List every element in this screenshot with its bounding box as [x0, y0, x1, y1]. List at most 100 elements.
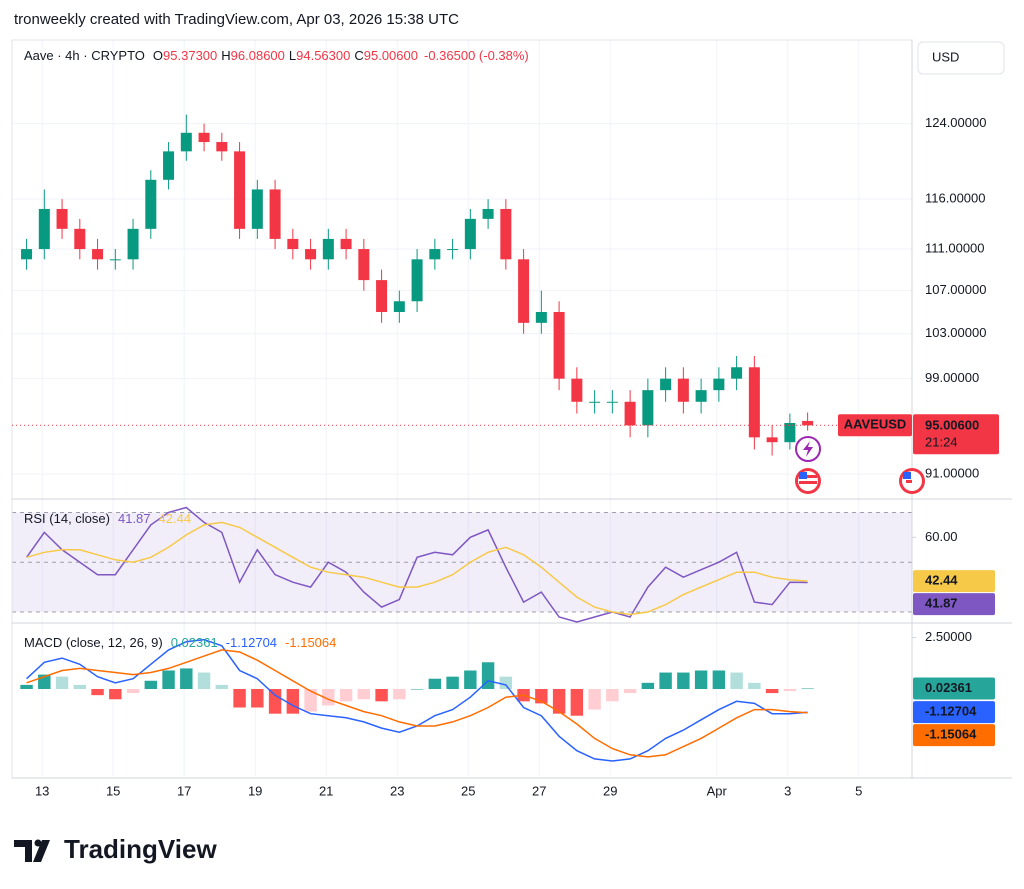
histogram-bar: [481, 662, 495, 689]
candle-body: [74, 228, 86, 250]
candle-body: [411, 259, 423, 302]
candle-body: [198, 132, 210, 143]
price-legend: Aave · 4h · CRYPTO O95.37300 H96.08600 L94.…: [24, 48, 529, 63]
x-tick-label: 13: [35, 783, 49, 798]
y-tick-label: 99.00000: [925, 370, 979, 385]
x-tick-label: 15: [106, 783, 120, 798]
candle-body: [92, 249, 104, 260]
rsi-value: 41.87: [118, 511, 151, 526]
currency[interactable]: USD: [932, 49, 959, 64]
event-icon: [795, 436, 821, 462]
histogram-bar: [286, 688, 300, 714]
candle-body: [784, 422, 796, 443]
header: tronweekly created with TradingView.com,…: [14, 11, 459, 28]
histogram-bar: [783, 688, 797, 692]
y-tick-label: 60.00: [925, 529, 958, 544]
y-tick-label: 2.50000: [925, 629, 972, 644]
candle-body: [571, 378, 583, 402]
histogram-bar: [446, 676, 459, 689]
value-tag-text: -1.15064: [925, 727, 977, 742]
price-tag: [913, 414, 999, 455]
candle-body: [695, 390, 707, 402]
candle-body: [56, 208, 68, 229]
candle-body: [127, 228, 139, 260]
histogram-bar: [393, 688, 406, 700]
candle-body: [251, 189, 263, 229]
y-tick-label: 107.00000: [925, 282, 986, 297]
histogram-bar: [91, 688, 104, 696]
value-tag-text: 0.02361: [925, 680, 972, 695]
legend-value: 95.37300: [163, 48, 217, 63]
histogram-bar: [268, 688, 282, 714]
histogram-bar: [552, 688, 566, 714]
legend-change: -0.36500 (-0.38%): [424, 48, 529, 63]
candle-body: [447, 249, 459, 251]
histogram-bar: [712, 670, 726, 689]
symbol: Aave · 4h · CRYPTO: [24, 48, 145, 63]
histogram-bar: [339, 688, 353, 702]
candle-body: [358, 249, 370, 281]
value-tag: [913, 570, 995, 593]
y-tick-label: 111.00000: [925, 241, 985, 256]
candle-body: [748, 367, 760, 438]
candle-body: [606, 401, 618, 403]
candle-body: [500, 208, 512, 260]
price-tag-text: 95.00600: [925, 418, 979, 433]
candle-body: [322, 238, 334, 260]
candle-body: [624, 401, 636, 426]
histogram-bar: [570, 688, 584, 716]
candle-body: [677, 378, 689, 402]
candle-body: [589, 401, 601, 403]
logo-icon: [14, 839, 50, 862]
histogram-bar: [730, 672, 743, 689]
histogram-bar: [126, 688, 140, 694]
histogram-bar: [659, 672, 672, 689]
histogram-bar: [623, 688, 637, 694]
candle-body: [802, 420, 814, 426]
y-tick-label: 124.00000: [925, 115, 986, 130]
legend-key: L: [289, 48, 296, 63]
value-tag-text: -1.12704: [925, 704, 977, 719]
y-tick-label: 103.00000: [925, 325, 986, 340]
series-line: [25, 506, 808, 623]
histogram-bar: [428, 678, 442, 689]
candle-body: [393, 301, 405, 313]
histogram-bar: [73, 684, 87, 689]
candle-body: [376, 280, 388, 313]
x-tick-label: 25: [461, 783, 475, 798]
histogram-bar: [641, 682, 655, 689]
candle-body: [731, 367, 743, 379]
marks: [12, 114, 912, 762]
rsi-legend: RSI (14, close) 41.87 42.44: [24, 511, 191, 526]
candle-body: [464, 218, 476, 250]
legend-value: 96.08600: [231, 48, 285, 63]
candle-body: [340, 238, 352, 250]
legend-value: 94.56300: [296, 48, 350, 63]
value-tag-text: 42.44: [925, 573, 958, 588]
histogram-bar: [144, 680, 158, 689]
x-tick-label: 17: [177, 783, 191, 798]
candle-body: [660, 378, 672, 391]
candle-body: [163, 151, 175, 180]
candle-body: [180, 132, 192, 152]
value-tag: [913, 593, 995, 616]
event-icon: [795, 468, 821, 494]
signal-value: -1.15064: [285, 635, 336, 650]
candle-body: [713, 378, 725, 391]
candle-body: [145, 179, 157, 229]
symbol-tag-text: AAVEUSD: [844, 417, 907, 432]
x-tick-label: Apr: [707, 783, 728, 798]
histogram-bar: [55, 676, 69, 689]
candle-body: [553, 312, 565, 379]
candle-body: [766, 437, 778, 443]
histogram-bar: [588, 688, 601, 710]
series-line: [26, 649, 808, 758]
histogram-bar: [375, 688, 388, 702]
currency-button[interactable]: [917, 41, 1005, 75]
histogram-bar: [606, 688, 619, 702]
tags: AAVEUSD 95.00600 21:24 41.87 42.44 0.02361 -1.…: [838, 414, 999, 747]
candle-body: [269, 189, 281, 239]
histogram-bar: [20, 684, 33, 689]
rsi-ma-value: 42.44: [159, 511, 192, 526]
